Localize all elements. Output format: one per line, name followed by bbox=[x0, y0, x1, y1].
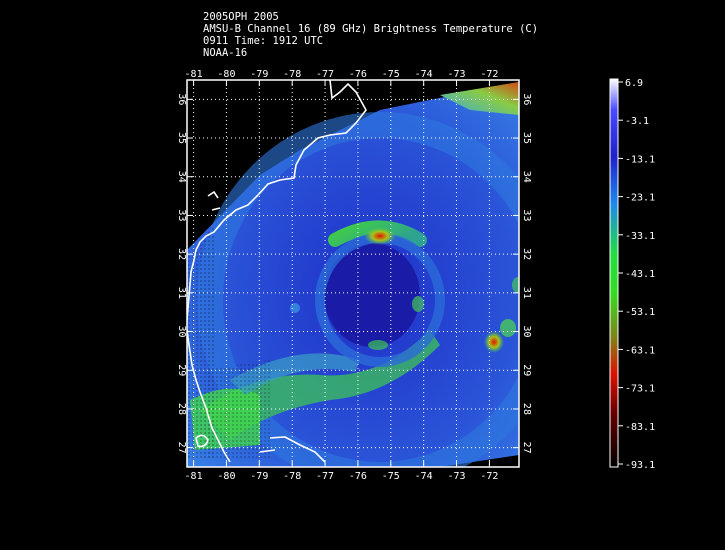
lon-label-top: -74 bbox=[415, 69, 433, 80]
colorbar-label: -3.1 bbox=[625, 116, 649, 127]
colorbar-label: -13.1 bbox=[625, 154, 655, 165]
storm-core bbox=[324, 243, 420, 347]
colorbar bbox=[609, 78, 619, 468]
lon-label-top: -80 bbox=[217, 69, 235, 80]
lon-label-bottom: -72 bbox=[480, 471, 498, 482]
lat-label-left: 29 bbox=[176, 364, 187, 376]
lon-label-top: -79 bbox=[250, 69, 268, 80]
warm-corner bbox=[440, 82, 519, 115]
colorbar-label: -43.1 bbox=[625, 269, 655, 280]
lat-label-left: 36 bbox=[176, 93, 187, 105]
colorbar-labels: 6.9 -3.1 -13.1 -23.1 -33.1 -43.1 -53.1 -63.1 -73… bbox=[618, 78, 655, 471]
lat-lon-grid bbox=[187, 80, 519, 467]
lat-label-right: 32 bbox=[521, 248, 532, 260]
lon-label-bottom: -74 bbox=[415, 471, 433, 482]
colorbar-label: -83.1 bbox=[625, 422, 655, 433]
lat-label-left: 33 bbox=[176, 209, 187, 221]
image-header: 2005OPH 2005 AMSU-B Channel 16 (89 GHz) … bbox=[203, 11, 538, 59]
lon-label-top: -77 bbox=[316, 69, 334, 80]
lat-label-left: 35 bbox=[176, 132, 187, 144]
lat-label-left: 30 bbox=[176, 326, 187, 338]
colorbar-label: -23.1 bbox=[625, 193, 655, 204]
map-frame bbox=[186, 79, 520, 468]
lon-label-bottom: -77 bbox=[316, 471, 334, 482]
lon-label-bottom: -80 bbox=[217, 471, 235, 482]
lat-label-left: 28 bbox=[176, 403, 187, 415]
lon-label-top: -72 bbox=[480, 69, 498, 80]
lon-label-bottom: -81 bbox=[185, 471, 203, 482]
convection-hotspot-east bbox=[484, 331, 504, 353]
colorbar-label: -93.1 bbox=[625, 460, 655, 471]
lat-label-right: 35 bbox=[521, 132, 532, 144]
lat-label-right: 29 bbox=[521, 364, 532, 376]
lat-label-left: 27 bbox=[176, 442, 187, 454]
lat-label-right: 33 bbox=[521, 209, 532, 221]
lat-label-right: 28 bbox=[521, 403, 532, 415]
lon-label-top: -78 bbox=[283, 69, 301, 80]
lat-label-left: 32 bbox=[176, 248, 187, 260]
lat-label-left: 31 bbox=[176, 287, 187, 299]
lon-label-bottom: -76 bbox=[349, 471, 367, 482]
lon-label-bottom: -73 bbox=[448, 471, 466, 482]
colorbar-label: -73.1 bbox=[625, 384, 655, 395]
lat-label-right: 34 bbox=[521, 171, 532, 183]
lon-label-bottom: -75 bbox=[382, 471, 400, 482]
lat-label-right: 27 bbox=[521, 442, 532, 454]
map-axes: -81 -81 -80 -80 -79 -79 -78 -78 -77 -77 -76 -76 -75 -… bbox=[176, 69, 532, 482]
colorbar-label: -33.1 bbox=[625, 231, 655, 242]
lon-label-bottom: -79 bbox=[250, 471, 268, 482]
lon-label-top: -75 bbox=[382, 69, 400, 80]
observation-time: 0911 Time: 1912 UTC bbox=[203, 35, 324, 47]
product-title: AMSU-B Channel 16 (89 GHz) Brightness Te… bbox=[203, 23, 539, 35]
lat-label-left: 34 bbox=[176, 171, 187, 183]
satellite-name: NOAA-16 bbox=[203, 47, 248, 59]
convection-hotspot-north bbox=[364, 227, 396, 245]
lat-label-right: 36 bbox=[521, 93, 532, 105]
lon-label-top: -73 bbox=[448, 69, 466, 80]
colorbar-label: -63.1 bbox=[625, 345, 655, 356]
lon-label-top: -76 bbox=[349, 69, 367, 80]
lat-label-right: 31 bbox=[521, 287, 532, 299]
storm-name: 2005OPH 2005 bbox=[203, 11, 279, 23]
coastline bbox=[187, 80, 367, 463]
lon-label-bottom: -78 bbox=[283, 471, 301, 482]
colorbar-label: -53.1 bbox=[625, 307, 655, 318]
colorbar-label: 6.9 bbox=[625, 78, 643, 89]
lat-label-right: 30 bbox=[521, 326, 532, 338]
lon-label-top: -81 bbox=[185, 69, 203, 80]
